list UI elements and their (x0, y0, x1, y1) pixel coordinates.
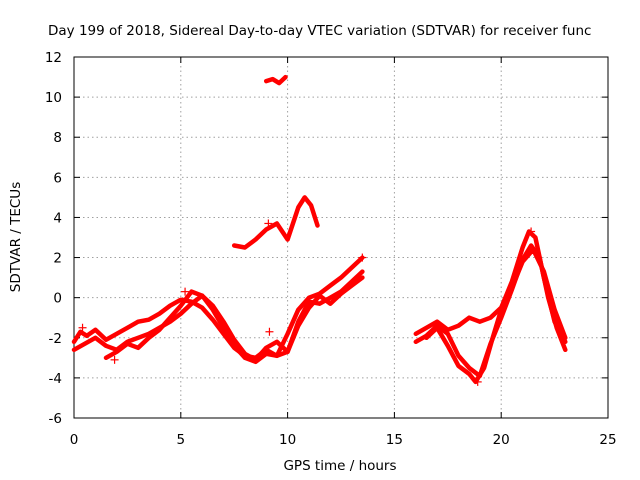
y-tick-label: 2 (53, 251, 62, 267)
chart-title: Day 199 of 2018, Sidereal Day-to-day VTE… (48, 23, 591, 39)
y-axis: -6 -4 -2 0 2 4 6 8 10 12 (45, 50, 608, 427)
plot-frame (73, 56, 609, 419)
data-point-marker (78, 323, 87, 332)
x-axis-label: GPS time / hours (283, 458, 396, 474)
y-tick-label: -4 (49, 371, 62, 387)
series-line-arc-3 (103, 255, 365, 365)
data-point-marker (264, 219, 273, 228)
x-tick-label: 20 (493, 432, 510, 448)
x-tick-label: 5 (177, 432, 186, 448)
series-group (71, 74, 568, 385)
y-tick-label: 10 (45, 90, 62, 106)
data-point-marker (110, 355, 119, 364)
x-axis: 0 5 10 15 20 25 (70, 57, 617, 448)
data-point-marker (265, 327, 274, 336)
y-tick-label: -6 (49, 411, 62, 427)
y-tick-label: 0 (53, 291, 62, 307)
x-tick-label: 0 (70, 432, 79, 448)
data-point-marker (527, 227, 536, 236)
marker-group (78, 219, 536, 386)
y-tick-label: 8 (53, 130, 62, 146)
data-point-marker (473, 377, 482, 386)
x-tick-label: 25 (599, 432, 616, 448)
y-axis-label: SDTVAR / TECUs (8, 182, 24, 292)
series-line-arc-4 (231, 195, 320, 250)
data-point-marker (181, 287, 190, 296)
y-tick-label: 6 (53, 170, 62, 186)
data-point-marker (358, 253, 367, 262)
y-tick-label: 12 (45, 50, 62, 66)
y-tick-label: 4 (53, 210, 62, 226)
x-tick-label: 10 (279, 432, 296, 448)
x-tick-label: 15 (386, 432, 403, 448)
series-line-arc-8 (424, 247, 568, 385)
y-tick-label: -2 (49, 331, 62, 347)
series-line-arc-5 (263, 74, 288, 86)
